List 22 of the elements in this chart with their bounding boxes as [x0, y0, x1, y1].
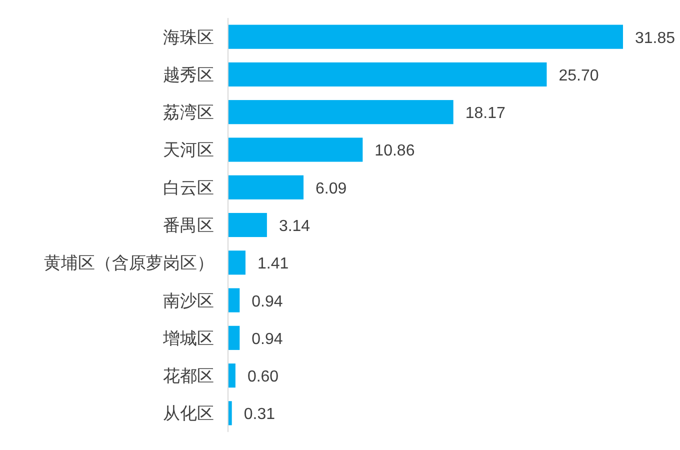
category: 荔湾区	[163, 103, 214, 124]
category: 海珠区	[163, 28, 214, 48]
value-label: 0.31	[244, 406, 275, 424]
value-label: 25.70	[558, 67, 599, 84]
category: 增城区	[163, 328, 214, 349]
value-label: 31.85	[635, 30, 676, 47]
value-label: 18.17	[465, 105, 506, 122]
category: 白云区	[163, 178, 214, 198]
value-label: 6.09	[316, 180, 347, 198]
value-label: 0.60	[247, 368, 279, 386]
category: 越秀区	[163, 65, 214, 86]
value-label: 10.86	[374, 142, 415, 160]
value-label: 0.94	[252, 330, 283, 348]
category: 番禺区	[163, 216, 214, 236]
category: 花都区	[163, 366, 214, 387]
category: 从化区	[163, 404, 214, 424]
value-label: 0.94	[252, 293, 283, 310]
category: 南沙区	[163, 291, 214, 312]
category: 黄埔区（含原萝岗区）	[44, 254, 214, 274]
category: 天河区	[163, 140, 214, 161]
value-label: 3.14	[278, 218, 310, 235]
value-label: 1.41	[257, 256, 289, 273]
